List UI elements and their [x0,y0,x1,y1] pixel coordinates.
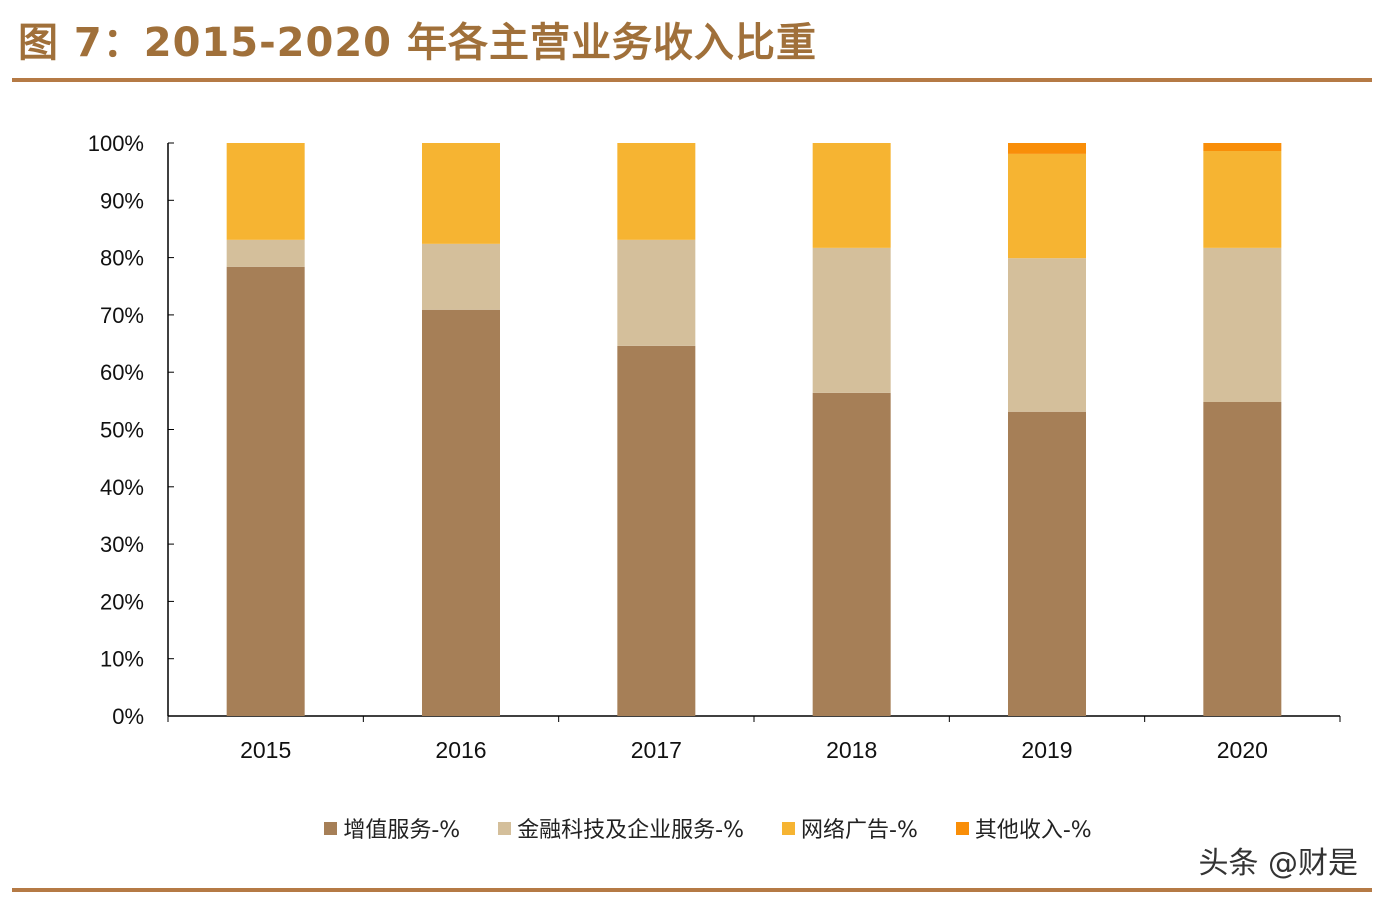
legend-swatch [324,821,338,835]
bar-segment-2015-s1 [226,239,305,267]
x-tick-label: 2015 [240,737,291,763]
bar-segment-2017-s1 [617,239,696,346]
stacked-bar-chart: 0% 10% 20% 30% 40% 50% 60% 70% 80% 90% 100% 2015 201… [88,131,1341,763]
top-rule [12,78,1372,82]
bar-segment-2019-s1 [1008,258,1086,412]
x-tick-label: 2020 [1217,737,1268,763]
y-tick-label: 0% [112,704,144,729]
bar-segment-2017-s0 [617,345,696,716]
bar-segment-2016-s2 [422,143,500,244]
legend-label: 网络广告-% [801,818,918,843]
bar-segment-2016-s1 [422,243,500,310]
bar-segment-2017-s2 [617,143,696,240]
y-tick-label: 100% [88,131,144,156]
bar-segment-2019-s2 [1008,153,1086,259]
bar-segment-2016-s0 [422,309,500,716]
watermark: 头条 @财是 [1198,846,1358,881]
legend-label: 其他收入-% [974,818,1092,843]
x-tick-label: 2019 [1021,737,1072,763]
bar-segment-2015-s0 [226,266,305,716]
y-tick-label: 70% [100,303,144,328]
bar-segment-2019-s0 [1008,411,1086,716]
bar-segment-2015-s2 [226,143,305,240]
legend-item: 增值服务-% [324,812,460,844]
bottom-rule [12,888,1372,892]
legend-label: 金融科技及企业服务-% [517,818,744,843]
bar-segment-2020-s1 [1203,247,1282,402]
legend-swatch [955,821,969,835]
legend: 增值服务-% 金融科技及企业服务-% 网络广告-% 其他收入-% [0,812,1386,844]
legend-item: 金融科技及企业服务-% [498,812,744,844]
legend-label: 增值服务-% [343,818,461,843]
legend-item: 其他收入-% [955,812,1092,844]
y-tick-label: 10% [100,647,144,672]
legend-item: 网络广告-% [782,812,918,844]
x-tick-label: 2016 [435,737,486,763]
bar-segment-2019-s3 [1008,143,1086,154]
bar-segment-2020-s3 [1203,143,1282,152]
chart-title: 图 7：2015-2020 年各主营业务收入比重 [18,20,817,66]
y-tick-label: 30% [100,532,144,557]
y-tick-label: 60% [100,360,144,385]
y-tick-label: 40% [100,475,144,500]
bar-segment-2020-s2 [1203,151,1282,248]
legend-swatch [782,821,795,835]
x-tick-label: 2017 [631,737,682,763]
bar-segment-2018-s0 [812,392,891,716]
y-tick-label: 90% [100,188,144,213]
bar-segment-2018-s1 [812,247,891,393]
bar-segment-2020-s0 [1203,401,1282,716]
bar-segment-2018-s2 [812,143,891,248]
y-tick-label: 20% [100,589,144,614]
x-tick-label: 2018 [826,737,877,763]
y-tick-label: 50% [100,418,144,443]
y-tick-label: 80% [100,246,144,271]
legend-swatch [498,821,512,835]
